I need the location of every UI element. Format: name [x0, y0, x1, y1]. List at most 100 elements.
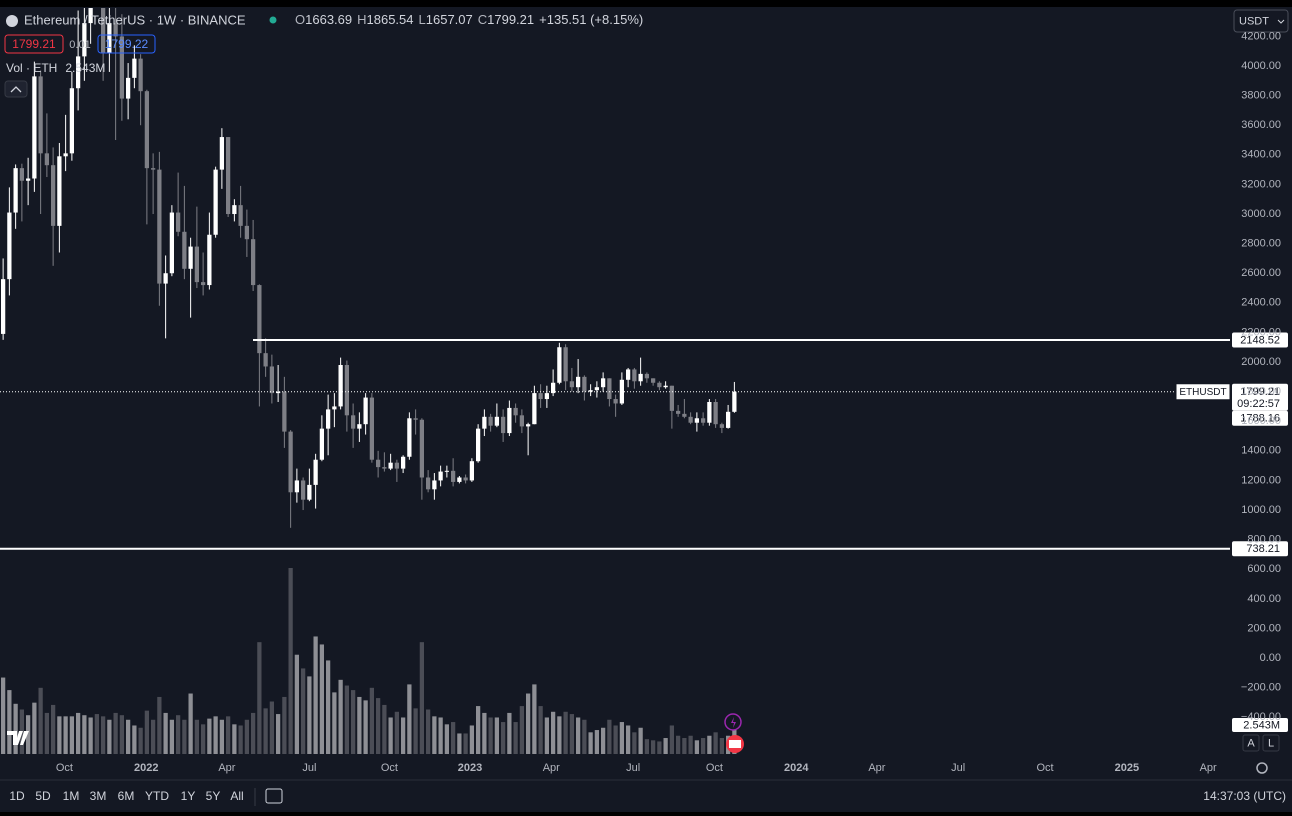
candle-body — [363, 397, 368, 425]
candle-body — [538, 393, 543, 400]
range-button[interactable]: 6M — [118, 789, 135, 803]
volume-value: 2.543M — [65, 61, 105, 75]
volume-bar — [76, 712, 81, 754]
volume-bar — [269, 701, 274, 754]
candle-body — [213, 169, 218, 235]
ohlc-value: 1663.69 — [305, 12, 352, 27]
candle-body — [469, 461, 474, 481]
ohlc-change: +135.51 (+8.15%) — [539, 12, 643, 27]
volume-bar — [51, 704, 56, 754]
candle-body — [713, 401, 718, 425]
volume-bar — [63, 716, 68, 754]
candle-body — [494, 416, 499, 426]
line-label-box — [1232, 332, 1288, 348]
candle-body — [319, 428, 324, 460]
range-button[interactable]: 3M — [90, 789, 107, 803]
y-tick-label: 3600.00 — [1241, 119, 1281, 131]
range-button[interactable]: 1Y — [181, 789, 196, 803]
volume-bar — [576, 717, 581, 754]
candle-body — [413, 418, 418, 420]
candle-body — [582, 376, 587, 392]
volume-bar — [376, 698, 381, 754]
volume-bar — [338, 679, 343, 754]
ohlc-letter: H — [357, 12, 366, 27]
sell-box[interactable] — [4, 34, 64, 54]
symbol-tag: ETHUSDT — [1179, 387, 1226, 398]
currency-label[interactable]: USDT — [1239, 15, 1269, 27]
bar-countdown: 09:22:57 — [1237, 398, 1280, 410]
range-button[interactable]: YTD — [145, 789, 169, 803]
range-button[interactable]: All — [230, 789, 243, 803]
candle-body — [569, 381, 574, 388]
y-tick-label: 2800.00 — [1241, 238, 1281, 250]
volume-bar — [482, 712, 487, 754]
y-tick-label: 1000.00 — [1241, 504, 1281, 516]
volume-bar — [432, 716, 437, 754]
auto-scale-button[interactable] — [1242, 734, 1260, 752]
candle-body — [501, 416, 506, 434]
volume-bar — [413, 708, 418, 754]
candle-body — [138, 58, 143, 92]
buy-price[interactable]: 1799.22 — [105, 37, 149, 51]
candle-body — [507, 407, 512, 434]
range-button[interactable]: 5D — [35, 789, 51, 803]
collapse-button[interactable] — [4, 80, 28, 98]
candle-body — [513, 407, 518, 416]
volume-bar — [332, 692, 337, 754]
price-tag: 1799.21 — [1240, 386, 1280, 398]
candle-body — [294, 480, 299, 493]
symbol-title: Ethereum / TetherUS · 1W · BINANCE — [24, 12, 246, 27]
candle-body — [657, 382, 662, 388]
candle-body — [669, 385, 674, 411]
line-label: 738.21 — [1246, 543, 1280, 555]
volume-bar — [532, 684, 537, 754]
volume-bar — [544, 717, 549, 754]
volume-bar — [419, 642, 424, 754]
volume-bar — [557, 716, 562, 754]
log-scale-button[interactable] — [1262, 734, 1280, 752]
ohlc-readout: O1663.69 H1865.54 L1657.07 C1799.21 +135.51 … — [295, 12, 643, 27]
volume-bar — [494, 717, 499, 754]
volume-bar — [138, 727, 143, 754]
y-tick-label: 3400.00 — [1241, 149, 1281, 161]
candle-body — [682, 413, 687, 417]
candle-body — [532, 393, 537, 425]
volume-bar — [232, 724, 237, 754]
buy-box[interactable] — [97, 34, 156, 54]
ohlc-letter: O — [295, 12, 305, 27]
volume-bar — [507, 712, 512, 754]
volume-bar — [501, 722, 506, 754]
currency-dropdown[interactable] — [1233, 9, 1289, 33]
volume-bar — [682, 738, 687, 754]
y-tick-label: 0.00 — [1260, 652, 1281, 664]
candle-body — [51, 165, 56, 226]
volume-bar — [126, 719, 131, 754]
volume-bar — [326, 660, 331, 754]
tradingview-logo[interactable] — [7, 731, 29, 745]
settings-icon[interactable] — [1256, 762, 1268, 774]
market-status — [269, 16, 277, 24]
volume-bar — [526, 693, 531, 754]
y-tick-label: 4000.00 — [1241, 60, 1281, 72]
sell-price[interactable]: 1799.21 — [12, 37, 56, 51]
candle-body — [69, 88, 74, 154]
range-button[interactable]: 1D — [9, 789, 25, 803]
x-tick-label: Oct — [56, 762, 73, 774]
candle-body — [63, 153, 68, 157]
candle-body — [151, 168, 156, 170]
y-tick-label: 1800.00 — [1241, 386, 1281, 398]
volume-bar — [176, 715, 181, 754]
range-button[interactable]: 1M — [63, 789, 80, 803]
volume-bar — [694, 740, 699, 754]
candle-body — [701, 418, 706, 423]
log-scale-label[interactable]: L — [1268, 737, 1274, 749]
range-button[interactable]: 5Y — [206, 789, 221, 803]
candle-body — [169, 212, 174, 274]
date-range-icon[interactable] — [265, 788, 283, 804]
auto-scale-label[interactable]: A — [1247, 737, 1255, 749]
x-tick-label: Apr — [1200, 762, 1217, 774]
line-label-box — [1232, 541, 1288, 557]
candle-body — [244, 225, 249, 240]
volume-bar — [426, 709, 431, 754]
